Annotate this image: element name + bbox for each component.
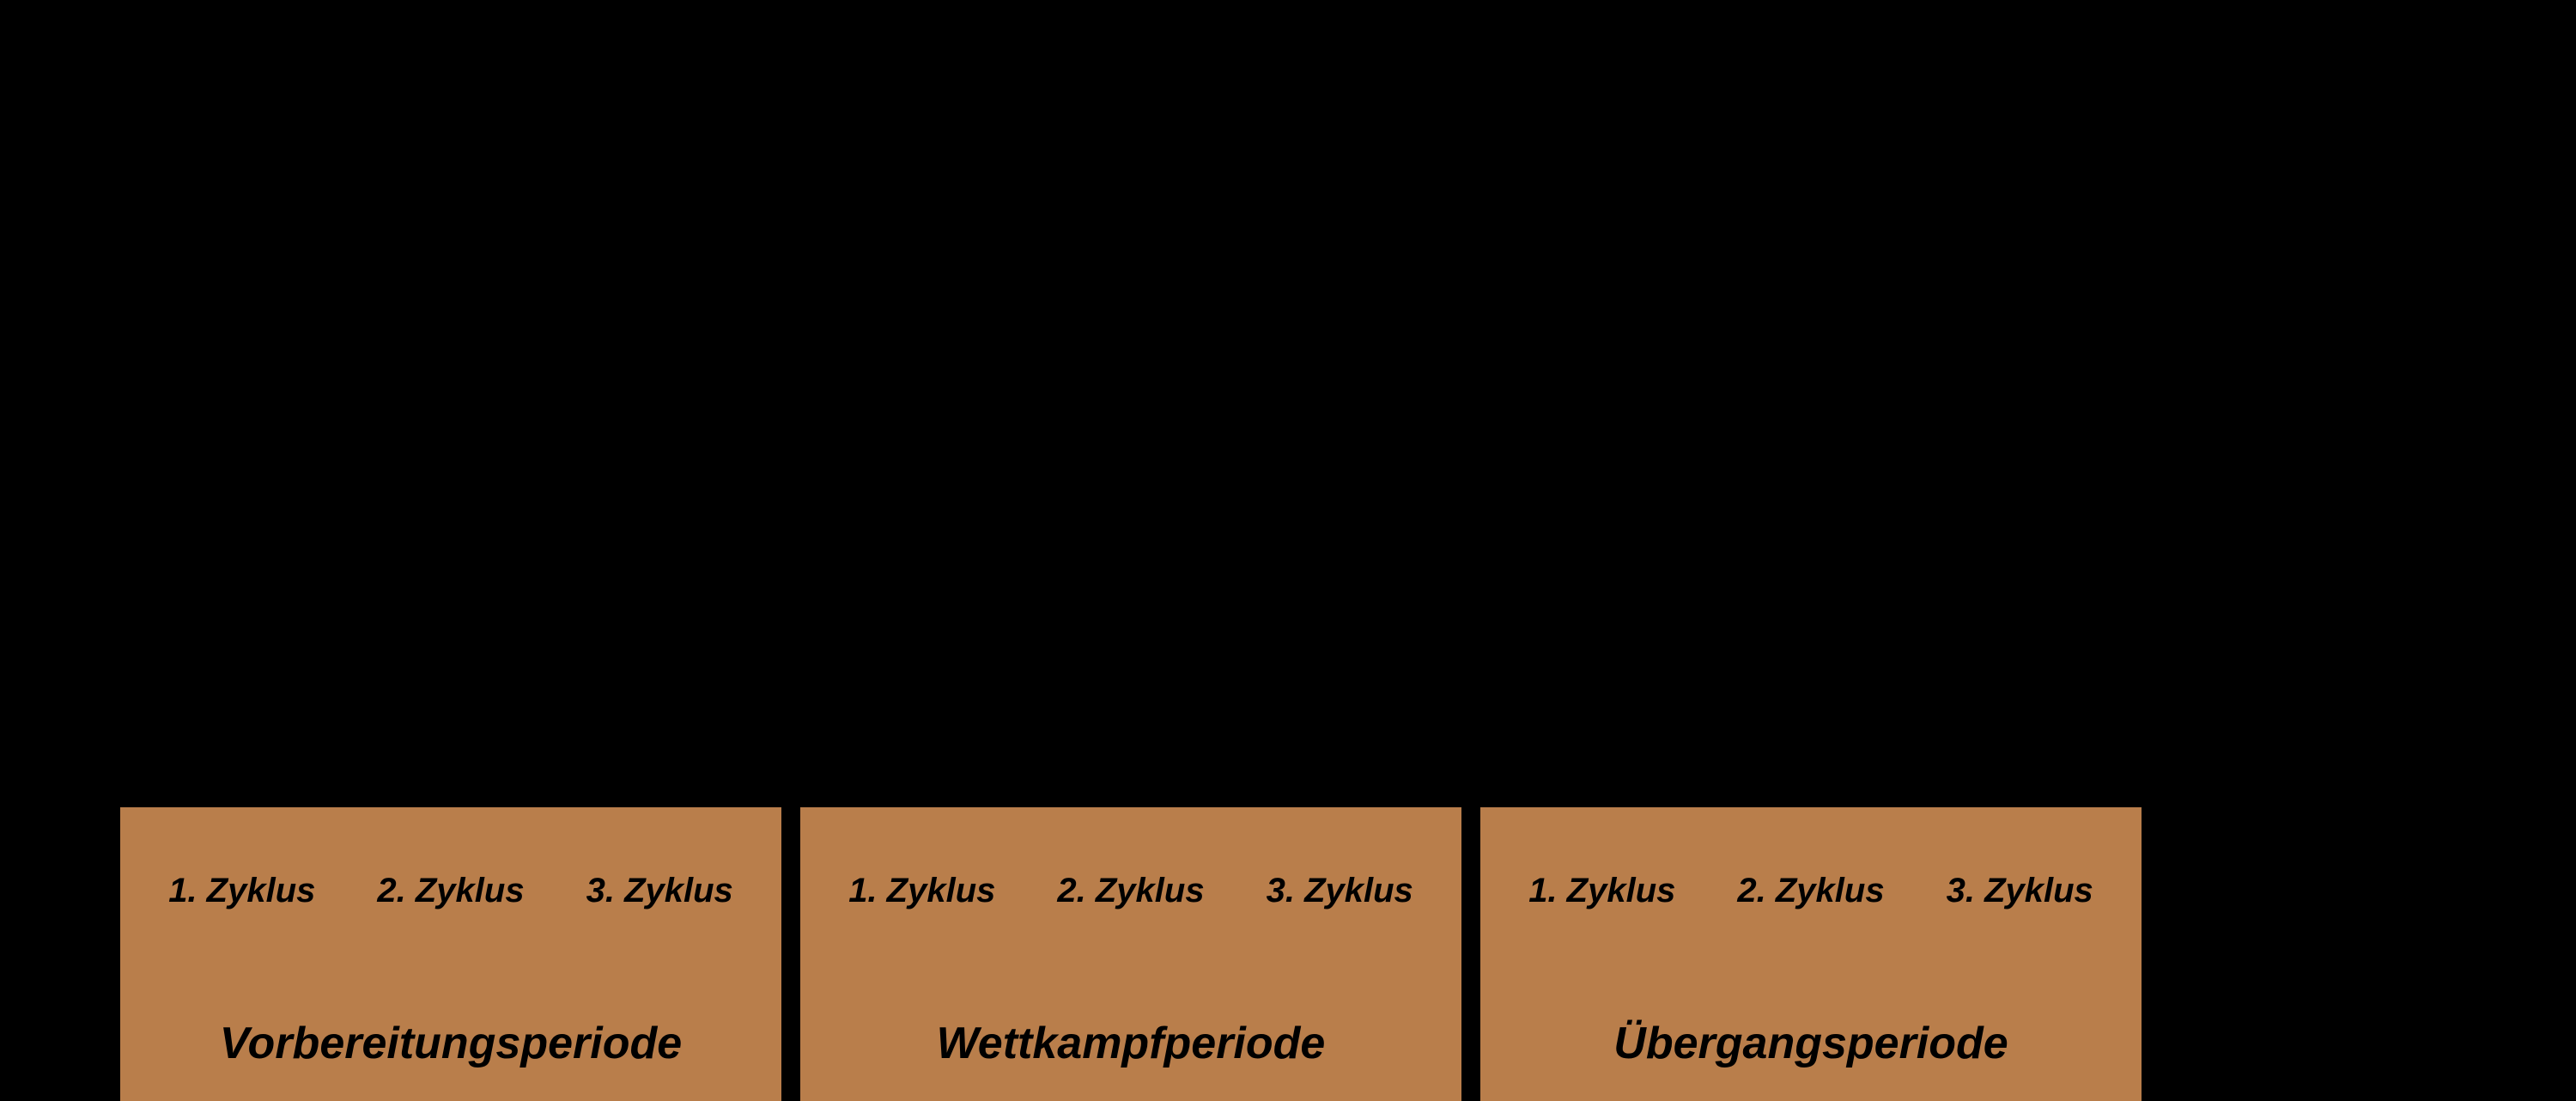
cycle-row: 1. Zyklus 2. Zyklus 3. Zyklus	[800, 872, 1461, 910]
cycle-label: 2. Zyklus	[1057, 872, 1204, 910]
cycle-label: 2. Zyklus	[1737, 872, 1884, 910]
cycle-label: 1. Zyklus	[1528, 872, 1675, 910]
period-title: Übergangsperiode	[1480, 1018, 2142, 1069]
period-box: 1. Zyklus 2. Zyklus 3. Zyklus Vorbereitu…	[120, 807, 781, 1101]
cycle-label: 2. Zyklus	[377, 872, 524, 910]
period-box: 1. Zyklus 2. Zyklus 3. Zyklus Übergangsp…	[1480, 807, 2142, 1101]
cycle-label: 3. Zyklus	[586, 872, 733, 910]
cycle-row: 1. Zyklus 2. Zyklus 3. Zyklus	[1480, 872, 2142, 910]
period-title: Wettkampfperiode	[800, 1018, 1461, 1069]
cycle-label: 1. Zyklus	[848, 872, 995, 910]
cycle-label: 3. Zyklus	[1267, 872, 1413, 910]
cycle-label: 1. Zyklus	[168, 872, 315, 910]
cycle-label: 3. Zyklus	[1947, 872, 2093, 910]
period-title: Vorbereitungsperiode	[120, 1018, 781, 1069]
cycle-row: 1. Zyklus 2. Zyklus 3. Zyklus	[120, 872, 781, 910]
period-box: 1. Zyklus 2. Zyklus 3. Zyklus Wettkampfp…	[800, 807, 1461, 1101]
